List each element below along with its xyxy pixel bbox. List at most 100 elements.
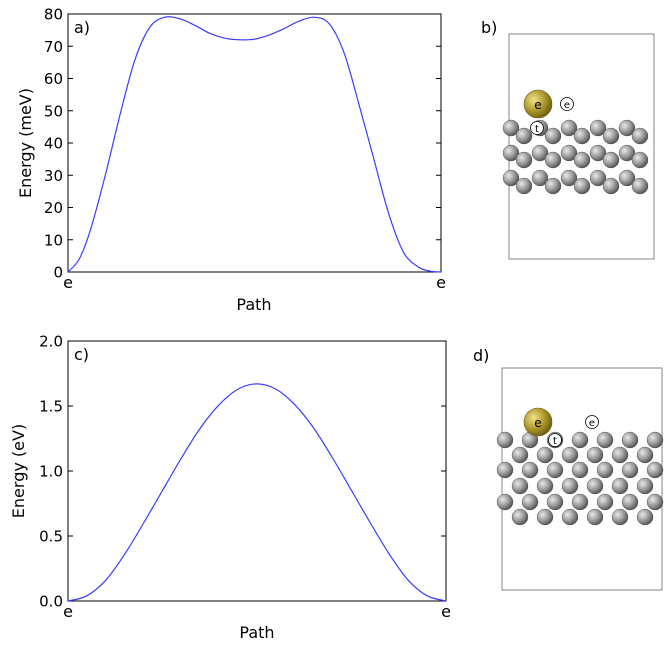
- atomic-structure-d: d) e e t: [473, 346, 664, 591]
- panel-label: d): [473, 346, 489, 365]
- y-tick-label: 0.0: [39, 593, 63, 611]
- surface-atom: [611, 446, 629, 464]
- surface-atom: [621, 493, 639, 511]
- x-axis-label: Path: [239, 623, 274, 642]
- surface-atom: [511, 446, 529, 464]
- x-axis-label: Path: [236, 295, 271, 314]
- surface-atom: [571, 461, 589, 479]
- surface-atom: [536, 446, 554, 464]
- surface-atom: [631, 151, 649, 169]
- surface-atom: [571, 431, 589, 449]
- surface-atom: [536, 508, 554, 526]
- surface-atom: [636, 508, 654, 526]
- surface-atom: [561, 508, 579, 526]
- surface-atom: [618, 119, 636, 137]
- surface-atom: [544, 177, 562, 195]
- surface-atom: [546, 461, 564, 479]
- surface-atom: [560, 169, 578, 187]
- surface-atom: [602, 127, 620, 145]
- panel-label: c): [74, 345, 89, 364]
- surface-atom: [611, 477, 629, 495]
- surface-atom: [573, 177, 591, 195]
- y-tick-label: 60: [44, 70, 63, 88]
- surface-atom: [621, 431, 639, 449]
- surface-atom: [621, 461, 639, 479]
- surface-atom: [544, 151, 562, 169]
- series-line: [67, 16, 442, 273]
- y-tick-label: 20: [44, 199, 63, 217]
- surface-atom: [611, 508, 629, 526]
- surface-atom: [515, 127, 533, 145]
- surface-atom: [596, 493, 614, 511]
- surface-atom: [631, 177, 649, 195]
- surface-atom: [515, 177, 533, 195]
- surface-atom: [496, 493, 514, 511]
- surface-atoms: [496, 431, 664, 526]
- surface-atom: [618, 144, 636, 162]
- cell-box: [508, 33, 655, 260]
- surface-atom: [531, 169, 549, 187]
- y-axis: 0.0 0.5 1.0 1.5 2.0: [39, 333, 446, 611]
- surface-atom: [586, 477, 604, 495]
- atomic-structure-b: b) e e t: [481, 18, 655, 260]
- svg-text:e: e: [589, 418, 595, 429]
- panel-label: b): [481, 18, 497, 37]
- surface-atom: [636, 477, 654, 495]
- cell-box: [501, 367, 663, 591]
- y-tick-label: 1.5: [39, 398, 63, 416]
- surface-atom: [586, 446, 604, 464]
- y-tick-label: 30: [44, 167, 63, 185]
- site-marker-e: e: [560, 97, 574, 111]
- surface-atom: [646, 431, 664, 449]
- surface-atom: [631, 127, 649, 145]
- surface-atom: [511, 477, 529, 495]
- y-tick-label: 70: [44, 38, 63, 56]
- surface-atom: [646, 461, 664, 479]
- x-tick-label: e: [436, 273, 446, 292]
- surface-atom: [589, 169, 607, 187]
- y-tick-label: 80: [44, 6, 63, 24]
- surface-atom: [636, 446, 654, 464]
- y-axis-label: Energy (eV): [9, 424, 28, 518]
- surface-atom: [596, 431, 614, 449]
- series-line: [67, 383, 447, 602]
- svg-text:e: e: [564, 100, 570, 111]
- surface-atom: [511, 508, 529, 526]
- surface-atom: [544, 127, 562, 145]
- surface-atom: [571, 493, 589, 511]
- y-tick-label: 50: [44, 102, 63, 120]
- y-tick-label: 0: [53, 264, 63, 282]
- x-tick-label: e: [63, 273, 73, 292]
- adatom-label: e: [534, 416, 541, 430]
- surface-atom: [589, 144, 607, 162]
- plot-frame: [67, 340, 447, 602]
- surface-atom: [536, 477, 554, 495]
- surface-atom: [531, 144, 549, 162]
- surface-atom: [589, 119, 607, 137]
- adatom: [523, 89, 553, 119]
- surface-atom: [496, 461, 514, 479]
- surface-atom: [560, 119, 578, 137]
- panel-label: a): [74, 18, 90, 37]
- surface-atom: [515, 151, 533, 169]
- surface-atom: [496, 431, 514, 449]
- y-tick-label: 40: [44, 135, 63, 153]
- y-tick-label: 10: [44, 231, 63, 249]
- surface-atom: [646, 493, 664, 511]
- surface-atom: [573, 127, 591, 145]
- y-axis-label: Energy (meV): [16, 88, 35, 198]
- surface-atom: [561, 446, 579, 464]
- y-tick-label: 0.5: [39, 528, 63, 546]
- svg-text:t: t: [553, 436, 557, 447]
- x-tick-label: e: [441, 602, 451, 621]
- surface-atom: [502, 144, 520, 162]
- surface-atom: [546, 493, 564, 511]
- y-axis: 0 10 20 30 40 50 60 70 80: [44, 6, 441, 282]
- surface-atom: [521, 461, 539, 479]
- surface-atom: [502, 119, 520, 137]
